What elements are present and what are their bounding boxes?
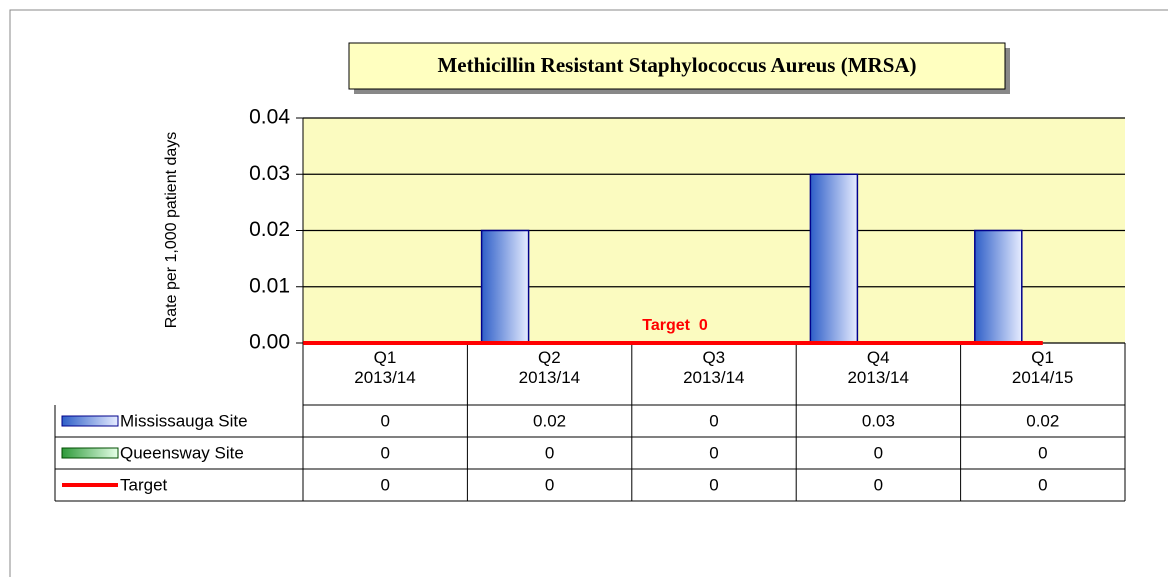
y-tick-label: 0.04 bbox=[249, 106, 290, 129]
y-axis-label: Rate per 1,000 patient days bbox=[163, 132, 180, 329]
bar bbox=[480, 229, 530, 344]
frame bbox=[9, 9, 1168, 577]
table-cell: 0 bbox=[709, 475, 718, 494]
x-tick-label: Q1 2014/15 bbox=[1011, 348, 1074, 387]
table-cell: 0 bbox=[709, 443, 718, 462]
table-cell: 0.02 bbox=[533, 411, 566, 430]
table-cell: 0 bbox=[874, 475, 883, 494]
bar bbox=[974, 229, 1023, 344]
table-cell: 0 bbox=[874, 443, 883, 462]
table-cell: 0 bbox=[380, 443, 389, 462]
x-tick-label: Q2 2013/14 bbox=[518, 348, 581, 387]
table-cell: 0 bbox=[545, 475, 554, 494]
table-cell: 0 bbox=[1038, 443, 1047, 462]
x-tick-label: Q3 2013/14 bbox=[683, 348, 745, 387]
table-cell: 0.02 bbox=[1026, 411, 1059, 430]
legend-key bbox=[61, 447, 119, 459]
legend-label: Queensway Site bbox=[120, 443, 244, 462]
title-box bbox=[348, 42, 1006, 90]
annotation: Target 0 bbox=[642, 317, 708, 334]
y-tick-label: 0.03 bbox=[249, 162, 290, 185]
x-tick-label: Q1 2013/14 bbox=[354, 348, 416, 387]
table-cell: 0 bbox=[709, 411, 718, 430]
chart-title: Methicillin Resistant Staphylococcus Aur… bbox=[437, 53, 916, 77]
y-tick-label: 0.01 bbox=[249, 274, 290, 297]
y-tick-label: 0.02 bbox=[249, 218, 290, 241]
table-cell: 0 bbox=[545, 443, 554, 462]
table-cell: 0 bbox=[380, 411, 389, 430]
legend-key bbox=[61, 415, 119, 427]
table-cell: 0 bbox=[380, 475, 389, 494]
legend-label: Mississauga Site bbox=[120, 411, 248, 430]
bar bbox=[809, 173, 859, 344]
table-cell: 0 bbox=[1038, 475, 1047, 494]
table-cell: 0.03 bbox=[862, 411, 895, 430]
x-tick-label: Q4 2013/14 bbox=[847, 348, 909, 387]
y-tick-label: 0.00 bbox=[249, 331, 290, 354]
legend-label: Target bbox=[120, 475, 168, 494]
